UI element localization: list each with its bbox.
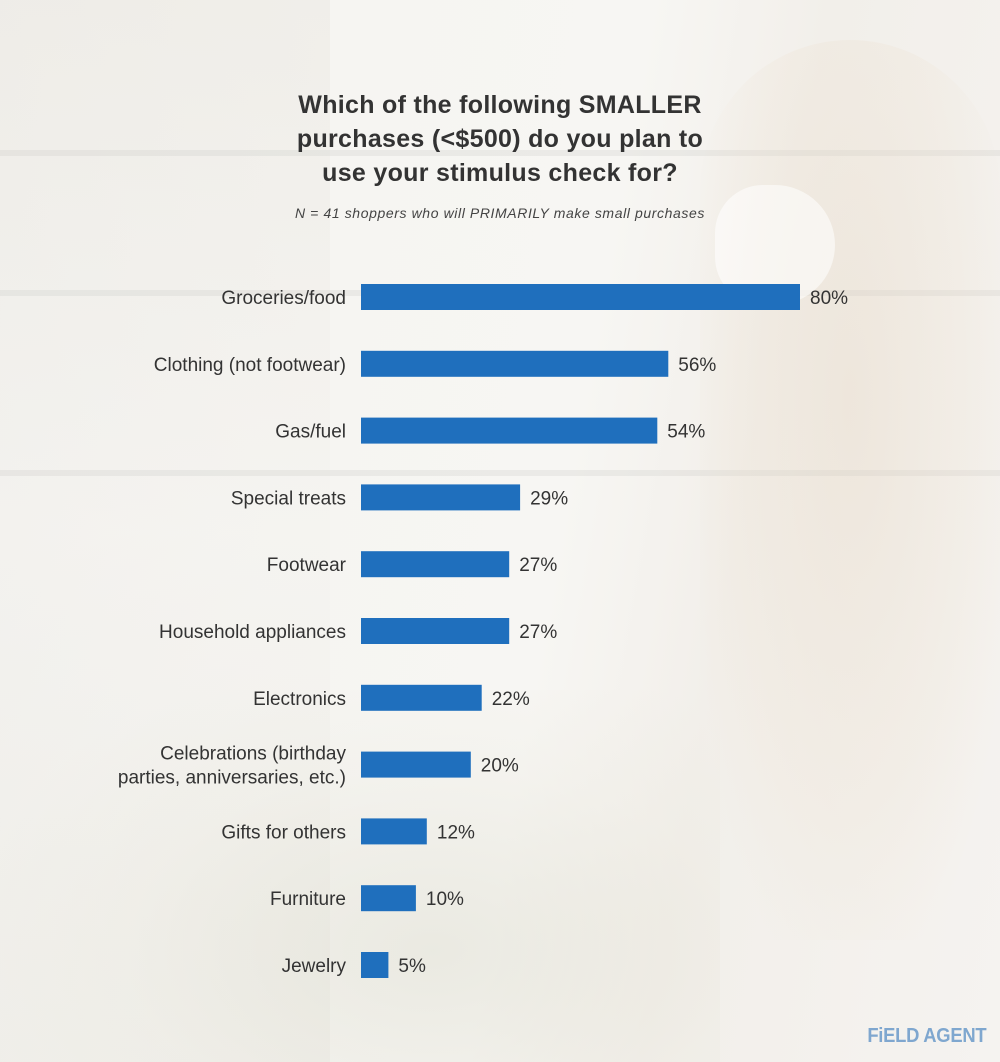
bar bbox=[361, 684, 482, 711]
bar bbox=[361, 751, 471, 778]
value-label: 27% bbox=[519, 555, 557, 576]
category-label: Jewelry bbox=[282, 956, 347, 977]
chart-subtitle: N = 41 shoppers who will PRIMARILY make … bbox=[294, 205, 705, 221]
value-label: 12% bbox=[437, 822, 475, 843]
bar bbox=[361, 484, 521, 511]
chart-title-line: Which of the following SMALLER bbox=[298, 91, 702, 119]
value-label: 5% bbox=[398, 956, 426, 977]
value-label: 56% bbox=[678, 355, 716, 376]
bar bbox=[361, 551, 510, 578]
category-label: Electronics bbox=[253, 689, 346, 710]
category-label: Footwear bbox=[267, 555, 347, 576]
value-label: 54% bbox=[667, 422, 705, 443]
value-label: 27% bbox=[519, 622, 557, 643]
bar bbox=[361, 818, 427, 845]
value-label: 10% bbox=[426, 889, 464, 910]
bar bbox=[361, 417, 658, 444]
category-label: Special treats bbox=[231, 488, 346, 509]
category-label: Celebrations (birthday bbox=[160, 744, 346, 765]
chart-title-line: use your stimulus check for? bbox=[322, 159, 678, 187]
bar bbox=[361, 952, 389, 978]
bar bbox=[361, 350, 669, 377]
chart-title: Which of the following SMALLER purchases… bbox=[200, 88, 800, 190]
value-label: 22% bbox=[492, 689, 530, 710]
bar bbox=[361, 618, 510, 644]
value-label: 20% bbox=[481, 756, 519, 777]
category-label: Household appliances bbox=[159, 622, 346, 643]
value-label: 29% bbox=[530, 488, 568, 509]
category-label: Gifts for others bbox=[221, 822, 346, 843]
category-label: Gas/fuel bbox=[275, 422, 346, 443]
field-agent-logo: FiELD AGENT bbox=[867, 1025, 986, 1047]
category-label: Furniture bbox=[270, 889, 346, 910]
bar bbox=[361, 885, 416, 912]
category-label: Groceries/food bbox=[221, 288, 346, 309]
bar bbox=[361, 284, 800, 310]
category-label: parties, anniversaries, etc.) bbox=[118, 768, 346, 789]
category-label: Clothing (not footwear) bbox=[154, 355, 346, 376]
chart-title-line: purchases (<$500) do you plan to bbox=[296, 125, 704, 153]
value-label: 80% bbox=[810, 288, 848, 309]
